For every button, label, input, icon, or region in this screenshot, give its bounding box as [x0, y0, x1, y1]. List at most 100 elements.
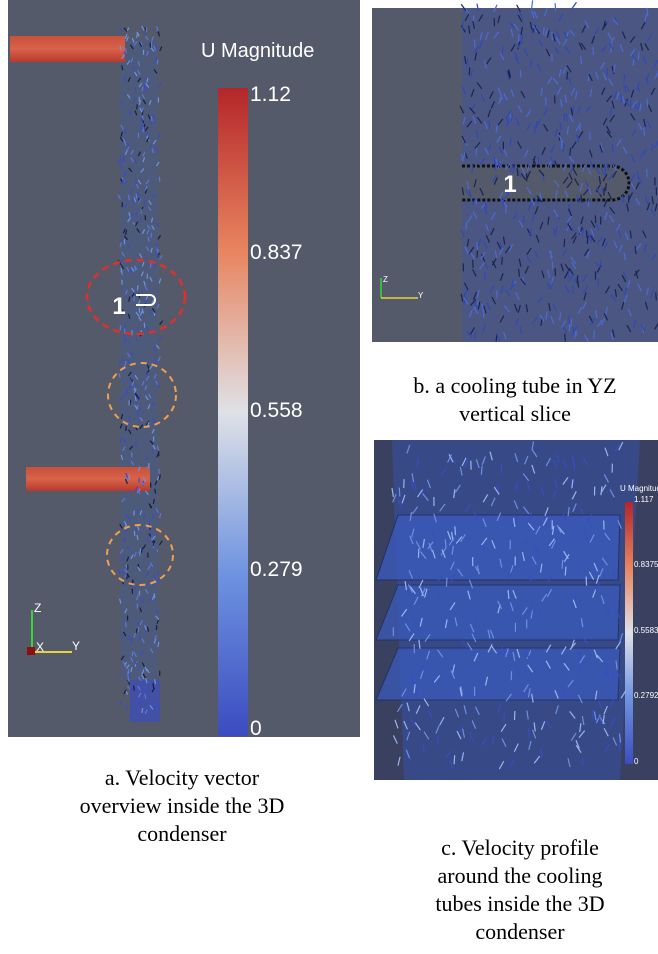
- vector-glyph: [155, 679, 156, 684]
- caption: around the cooling: [438, 863, 603, 888]
- vector-glyph: [546, 312, 547, 320]
- colorbar-label: 0.5583: [634, 626, 658, 635]
- vector-glyph: [586, 230, 587, 238]
- vector-glyph: [570, 148, 571, 156]
- colorbar-label: 0.837: [250, 241, 303, 264]
- caption: condenser: [137, 821, 227, 846]
- vector-glyph: [129, 474, 130, 479]
- vector-glyph: [519, 269, 520, 277]
- vector-glyph: [159, 475, 160, 480]
- vector-glyph: [502, 257, 503, 265]
- vector-glyph: [562, 560, 563, 569]
- vector-glyph: [120, 438, 121, 443]
- vector-glyph: [565, 567, 566, 576]
- vector-glyph: [138, 627, 139, 632]
- vector-glyph: [555, 3, 556, 11]
- vector-glyph: [565, 334, 566, 342]
- panel-a: 1 U Magnitude 1.12 0.837 0.558 0.279 0 Z…: [8, 0, 360, 740]
- caption: condenser: [475, 919, 565, 944]
- vector-glyph: [485, 202, 486, 210]
- vector-glyph: [149, 519, 150, 524]
- axis-label: Z: [34, 601, 41, 615]
- vector-glyph: [140, 548, 141, 553]
- vector-glyph: [573, 286, 574, 294]
- colorbar-label: 1.12: [250, 83, 291, 106]
- vector-glyph: [422, 488, 423, 497]
- vector-glyph: [571, 319, 572, 327]
- vector-glyph: [573, 328, 574, 336]
- colorbar-label: 0: [250, 717, 262, 740]
- vector-glyph: [125, 361, 126, 366]
- vector-glyph: [135, 441, 136, 446]
- colorbar-label: 1.117: [634, 495, 654, 504]
- vector-glyph: [656, 292, 657, 300]
- panel-b: 1 Z Y: [372, 0, 658, 342]
- vector-glyph: [136, 212, 137, 217]
- vector-glyph: [476, 148, 477, 156]
- vector-glyph: [638, 52, 639, 60]
- plate: [376, 648, 620, 700]
- vector-glyph: [481, 466, 482, 475]
- vector-glyph: [151, 233, 152, 238]
- vector-glyph: [158, 571, 159, 576]
- vector-glyph: [555, 268, 556, 276]
- vector-glyph: [132, 651, 133, 656]
- vector-glyph: [159, 177, 160, 182]
- vector-glyph: [137, 104, 138, 109]
- vector-glyph: [552, 32, 553, 40]
- vector-glyph: [477, 250, 478, 258]
- vector-glyph: [560, 122, 561, 130]
- vector-glyph: [135, 158, 136, 163]
- caption: c. Velocity profile: [441, 835, 599, 860]
- vector-glyph: [153, 683, 154, 688]
- vector-glyph: [127, 574, 128, 579]
- axis-label: X: [36, 640, 44, 654]
- caption: vertical slice: [459, 401, 571, 426]
- vector-glyph: [477, 242, 478, 250]
- annotation: 1: [503, 171, 516, 198]
- vector-glyph: [624, 74, 625, 82]
- vector-glyph: [523, 215, 524, 223]
- vector-glyph: [454, 755, 455, 764]
- colorbar: [218, 88, 248, 736]
- vector-glyph: [129, 415, 130, 420]
- vector-glyph: [157, 244, 158, 249]
- caption: b. a cooling tube in YZ: [413, 373, 616, 398]
- vector-glyph: [157, 27, 158, 32]
- vector-glyph: [504, 713, 505, 722]
- vector-glyph: [136, 527, 137, 532]
- vector-glyph: [647, 169, 648, 177]
- vector-glyph: [455, 526, 456, 535]
- vector-glyph: [136, 194, 137, 199]
- vector-glyph: [155, 358, 156, 363]
- vector-glyph: [472, 165, 473, 173]
- vector-glyph: [605, 183, 606, 191]
- axis-x: [27, 647, 35, 655]
- vector-glyph: [150, 43, 151, 48]
- vector-glyph: [538, 157, 539, 165]
- colorbar-label: 0.2792: [634, 691, 658, 700]
- vector-glyph: [135, 179, 136, 184]
- axis-label: Z: [383, 275, 388, 284]
- vector-glyph: [518, 34, 519, 42]
- caption: a. Velocity vector: [105, 765, 260, 790]
- vector-glyph: [577, 275, 578, 283]
- render-background: [8, 0, 360, 737]
- vector-glyph: [139, 591, 140, 596]
- vector-glyph: [485, 272, 486, 280]
- vector-glyph: [142, 115, 143, 120]
- vector-glyph: [446, 578, 447, 587]
- vector-glyph: [532, 0, 533, 8]
- annotation: 1: [112, 293, 125, 320]
- vector-glyph: [120, 700, 121, 705]
- colorbar-label: 0: [634, 757, 639, 766]
- plate: [376, 515, 620, 580]
- colorbar-title: U Magnitude: [201, 40, 314, 62]
- vector-glyph: [508, 590, 509, 599]
- vector-glyph: [474, 40, 475, 48]
- figure: 1 U Magnitude 1.12 0.837 0.558 0.279 0 Z…: [0, 0, 658, 949]
- vector-glyph: [567, 72, 568, 80]
- axis-label: Y: [72, 639, 80, 653]
- vector-glyph: [469, 26, 470, 34]
- inlet-pipe: [10, 36, 125, 62]
